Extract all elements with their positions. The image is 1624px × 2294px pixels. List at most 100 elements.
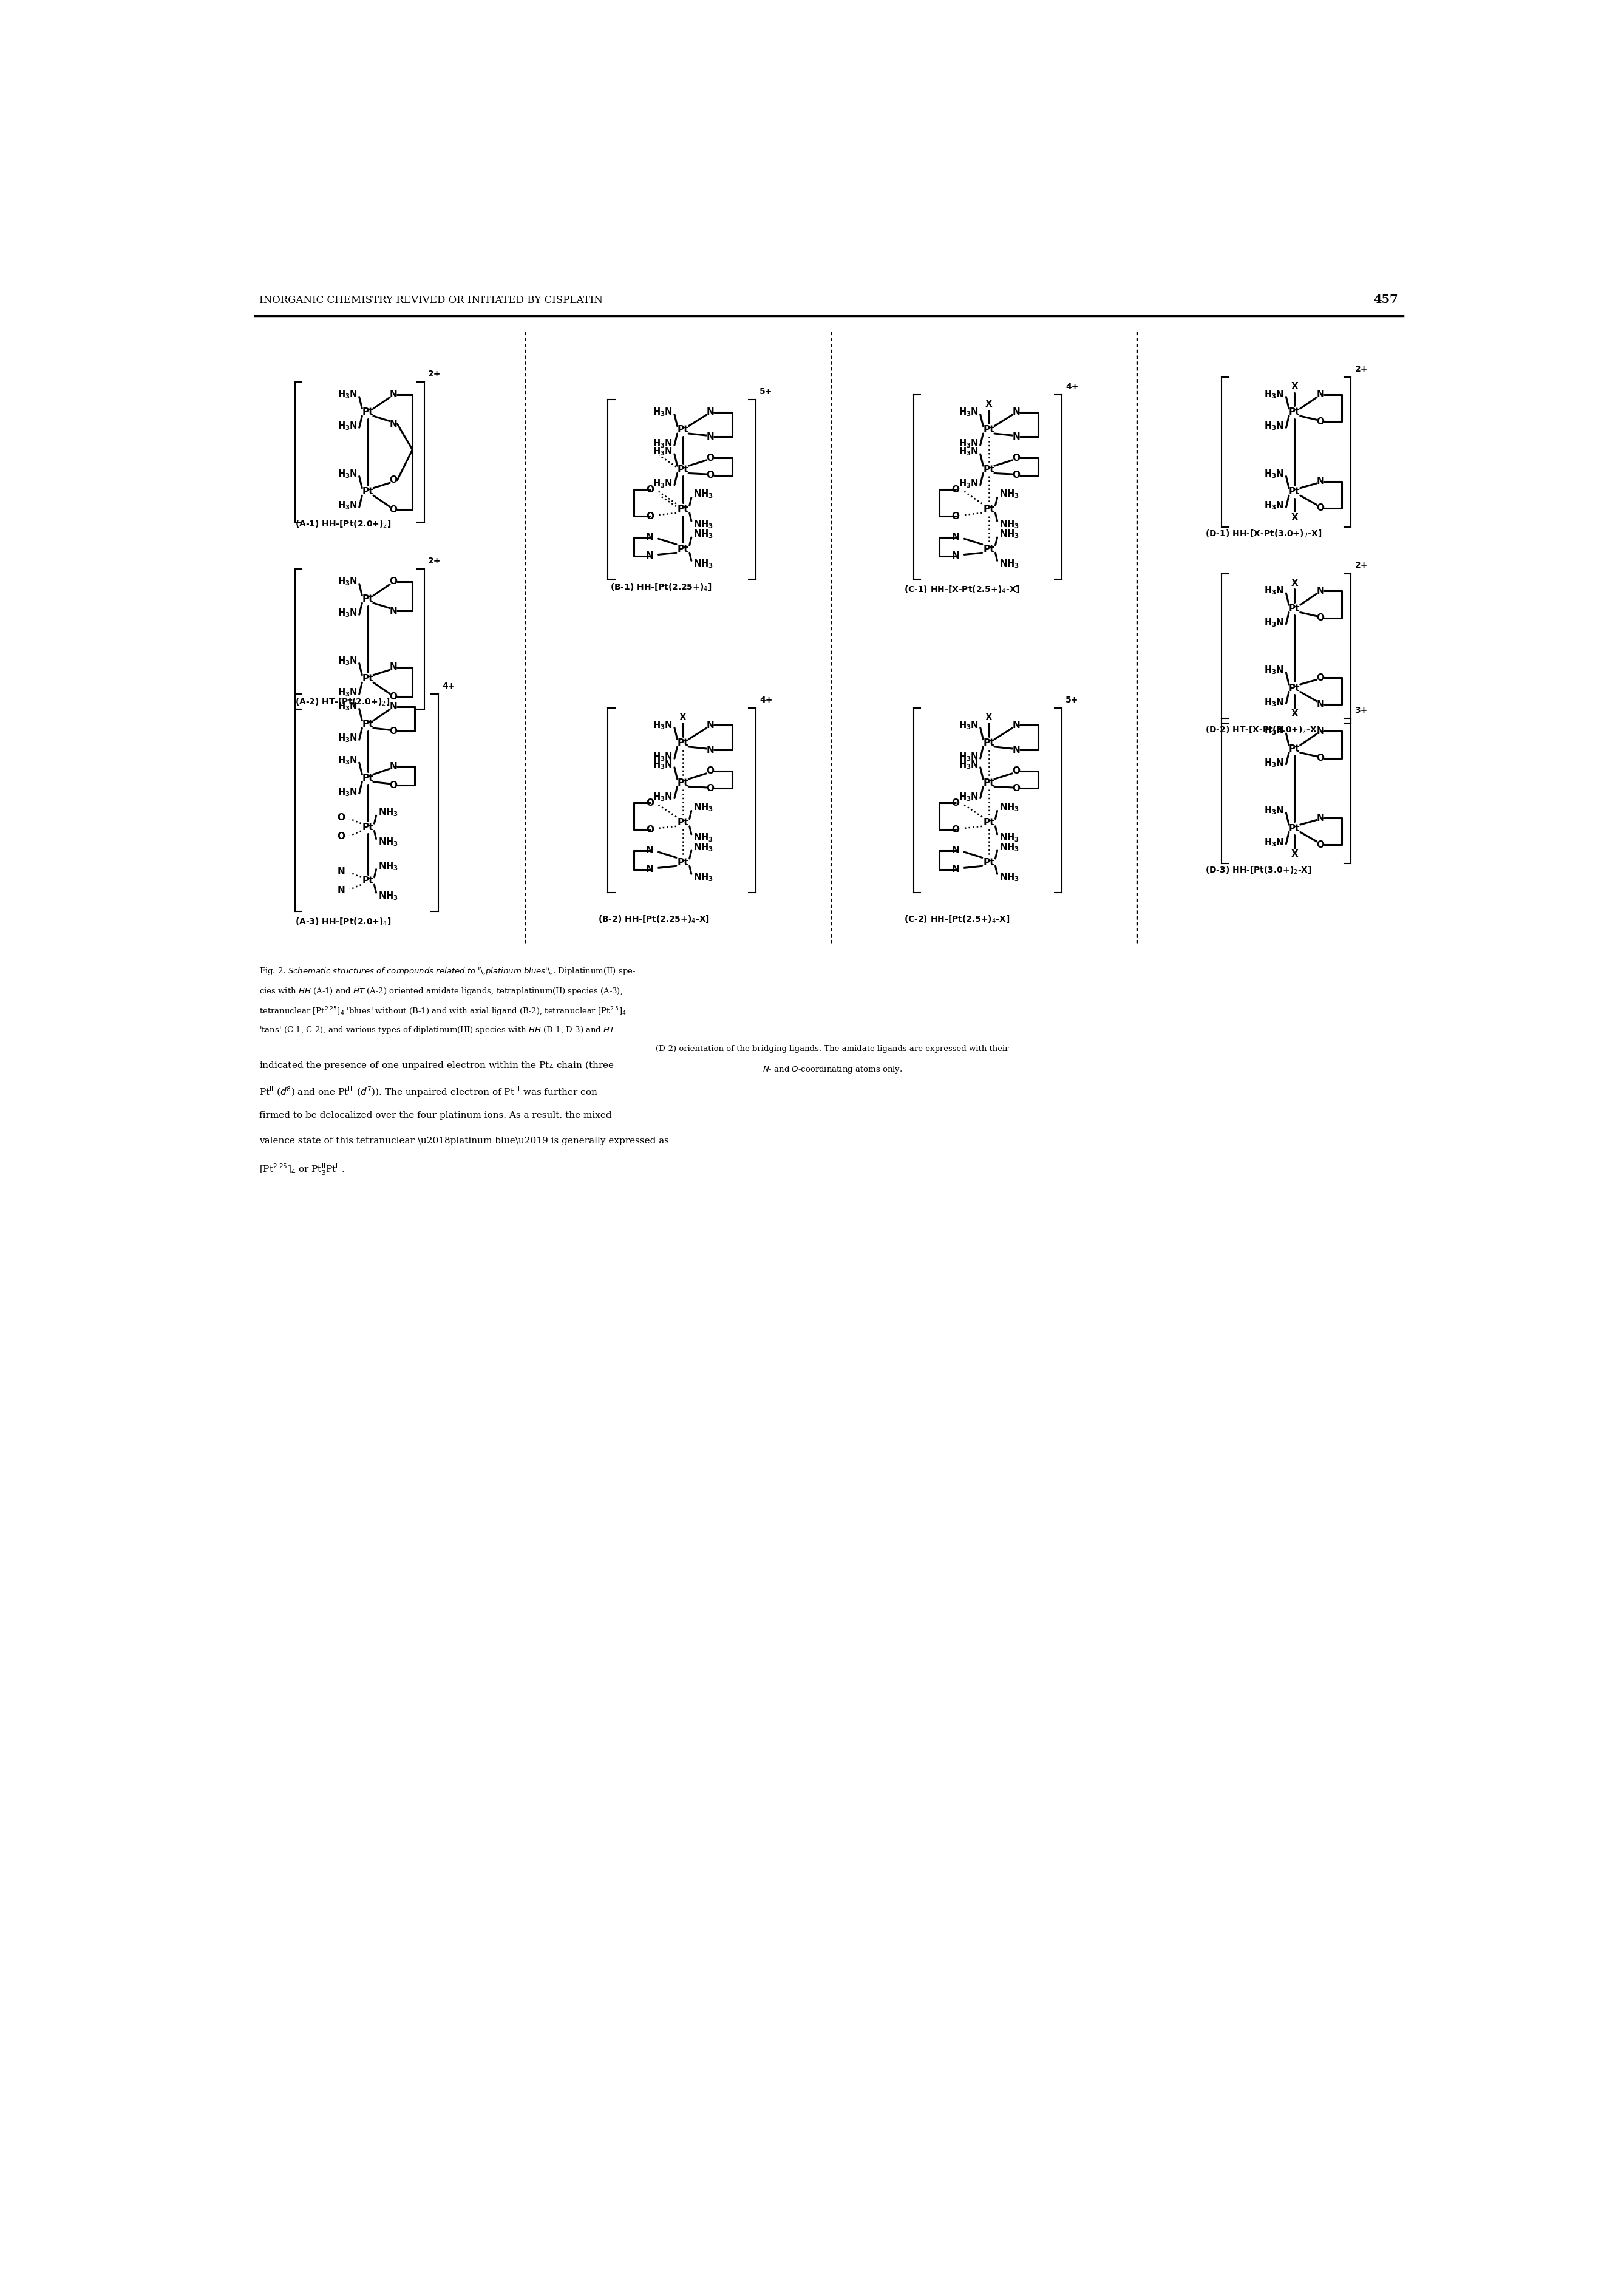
- Text: $\mathbf{H_3N}$: $\mathbf{H_3N}$: [338, 576, 357, 587]
- Text: $\mathbf{H_3N}$: $\mathbf{H_3N}$: [958, 759, 978, 771]
- Text: Pt: Pt: [1289, 486, 1301, 496]
- Text: Pt: Pt: [677, 819, 689, 828]
- Text: Fig. 2. $\it{Schematic\ structures\ of\ compounds\ related\ to\ }$'\,$\it{platin: Fig. 2. $\it{Schematic\ structures\ of\ …: [260, 966, 637, 977]
- Text: $\mathbf{NH_3}$: $\mathbf{NH_3}$: [378, 837, 398, 849]
- Text: X: X: [679, 713, 687, 723]
- Text: $\mathbf{H_3N}$: $\mathbf{H_3N}$: [1263, 388, 1285, 399]
- Text: N: N: [338, 867, 344, 876]
- Text: Pt: Pt: [1289, 743, 1301, 752]
- Text: X: X: [1291, 709, 1298, 718]
- Text: $\mathbf{H_3N}$: $\mathbf{H_3N}$: [338, 468, 357, 479]
- Text: valence state of this tetranuclear \u2018platinum blue\u2019 is generally expres: valence state of this tetranuclear \u201…: [260, 1138, 669, 1145]
- Text: $\mathbf{H_3N}$: $\mathbf{H_3N}$: [1263, 617, 1285, 629]
- Text: N: N: [390, 606, 398, 615]
- Text: N: N: [952, 551, 960, 560]
- Text: $\mathbf{H_3N}$: $\mathbf{H_3N}$: [1263, 757, 1285, 768]
- Text: N: N: [706, 746, 715, 755]
- Text: Pt: Pt: [362, 720, 374, 729]
- Text: $\mathbf{H_3N}$: $\mathbf{H_3N}$: [338, 656, 357, 668]
- Text: $\mathbf{H_3N}$: $\mathbf{H_3N}$: [653, 752, 672, 764]
- Text: Pt: Pt: [983, 424, 994, 434]
- Text: O: O: [390, 780, 398, 789]
- Text: O: O: [1317, 840, 1325, 849]
- Text: Pt$^{\rm II}$ ($d^8$) and one Pt$^{\rm III}$ ($d^7$)). The unpaired electron of : Pt$^{\rm II}$ ($d^8$) and one Pt$^{\rm I…: [260, 1085, 601, 1099]
- Text: $\mathbf{NH_3}$: $\mathbf{NH_3}$: [693, 842, 713, 853]
- Text: (A-2) HT-[Pt(2.0+)$_2$]: (A-2) HT-[Pt(2.0+)$_2$]: [294, 697, 390, 707]
- Text: N: N: [952, 846, 960, 856]
- Text: X: X: [1291, 514, 1298, 523]
- Text: $\mathbf{H_3N}$: $\mathbf{H_3N}$: [958, 445, 978, 457]
- Text: N: N: [646, 532, 654, 541]
- Text: $\mathbf{H_3N}$: $\mathbf{H_3N}$: [1263, 500, 1285, 512]
- Text: N: N: [390, 390, 398, 399]
- Text: $\mathbf{H_3N}$: $\mathbf{H_3N}$: [958, 752, 978, 764]
- Text: Pt: Pt: [677, 739, 689, 748]
- Text: O: O: [706, 766, 715, 775]
- Text: 2+: 2+: [427, 557, 440, 564]
- Text: $\mathbf{H_3N}$: $\mathbf{H_3N}$: [653, 720, 672, 732]
- Text: $\mathbf{H_3N}$: $\mathbf{H_3N}$: [1263, 697, 1285, 709]
- Text: Pt: Pt: [362, 876, 374, 885]
- Text: N: N: [1012, 431, 1020, 440]
- Text: O: O: [952, 798, 960, 807]
- Text: $\mathbf{H_3N}$: $\mathbf{H_3N}$: [1263, 805, 1285, 817]
- Text: N: N: [390, 420, 398, 429]
- Text: N: N: [1317, 814, 1324, 824]
- Text: $\mathbf{H_3N}$: $\mathbf{H_3N}$: [338, 420, 357, 431]
- Text: Pt: Pt: [677, 466, 689, 475]
- Text: firmed to be delocalized over the four platinum ions. As a result, the mixed-: firmed to be delocalized over the four p…: [260, 1110, 615, 1119]
- Text: (D-2) HT-[X-Pt(3.0+)$_2$-X]: (D-2) HT-[X-Pt(3.0+)$_2$-X]: [1205, 725, 1320, 736]
- Text: Pt: Pt: [1289, 408, 1301, 418]
- Text: $\mathbf{H_3N}$: $\mathbf{H_3N}$: [653, 438, 672, 450]
- Text: $\mathbf{NH_3}$: $\mathbf{NH_3}$: [999, 803, 1018, 814]
- Text: Pt: Pt: [677, 778, 689, 787]
- Text: (B-1) HH-[Pt(2.25+)$_4$]: (B-1) HH-[Pt(2.25+)$_4$]: [611, 583, 711, 592]
- Text: $\mathbf{H_3N}$: $\mathbf{H_3N}$: [958, 438, 978, 450]
- Text: $\mathbf{H_3N}$: $\mathbf{H_3N}$: [958, 720, 978, 732]
- Text: Pt: Pt: [362, 824, 374, 833]
- Text: X: X: [1291, 849, 1298, 858]
- Text: N: N: [706, 720, 715, 729]
- Text: $\mathbf{H_3N}$: $\mathbf{H_3N}$: [958, 791, 978, 803]
- Text: $\mathbf{H_3N}$: $\mathbf{H_3N}$: [653, 791, 672, 803]
- Text: Pt: Pt: [983, 778, 994, 787]
- Text: (D-1) HH-[X-Pt(3.0+)$_2$-X]: (D-1) HH-[X-Pt(3.0+)$_2$-X]: [1205, 528, 1322, 539]
- Text: Pt: Pt: [362, 594, 374, 603]
- Text: $\mathbf{H_3N}$: $\mathbf{H_3N}$: [958, 477, 978, 489]
- Text: (B-2) HH-[Pt(2.25+)$_4$-X]: (B-2) HH-[Pt(2.25+)$_4$-X]: [598, 915, 710, 924]
- Text: O: O: [646, 826, 654, 835]
- Text: $\mathbf{H_3N}$: $\mathbf{H_3N}$: [338, 608, 357, 619]
- Text: (C-1) HH-[X-Pt(2.5+)$_4$-X]: (C-1) HH-[X-Pt(2.5+)$_4$-X]: [905, 585, 1020, 594]
- Text: O: O: [706, 785, 715, 794]
- Text: $\mathbf{NH_3}$: $\mathbf{NH_3}$: [999, 528, 1018, 539]
- Text: 4+: 4+: [760, 695, 773, 704]
- Text: N: N: [390, 702, 398, 711]
- Text: X: X: [1291, 383, 1298, 390]
- Text: O: O: [646, 484, 654, 493]
- Text: 4+: 4+: [442, 681, 455, 690]
- Text: $\mathbf{H_3N}$: $\mathbf{H_3N}$: [338, 732, 357, 743]
- Text: N: N: [1317, 477, 1324, 486]
- Text: O: O: [1012, 785, 1020, 794]
- Text: N: N: [952, 532, 960, 541]
- Text: $\mathbf{NH_3}$: $\mathbf{NH_3}$: [693, 489, 713, 500]
- Text: O: O: [390, 475, 398, 484]
- Text: O: O: [706, 470, 715, 479]
- Text: $\mathbf{H_3N}$: $\mathbf{H_3N}$: [1263, 585, 1285, 596]
- Text: N: N: [952, 865, 960, 874]
- Text: O: O: [1012, 766, 1020, 775]
- Text: 2+: 2+: [1354, 562, 1367, 569]
- Text: N: N: [646, 846, 654, 856]
- Text: O: O: [338, 814, 344, 824]
- Text: $\mathbf{H_3N}$: $\mathbf{H_3N}$: [338, 702, 357, 711]
- Text: O: O: [1317, 672, 1325, 681]
- Text: $\mathbf{NH_3}$: $\mathbf{NH_3}$: [999, 557, 1018, 569]
- Text: Pt: Pt: [1289, 824, 1301, 833]
- Text: N: N: [1317, 727, 1324, 736]
- Text: Pt: Pt: [362, 408, 374, 418]
- Text: Pt: Pt: [1289, 603, 1301, 612]
- Text: INORGANIC CHEMISTRY REVIVED OR INITIATED BY CISPLATIN: INORGANIC CHEMISTRY REVIVED OR INITIATED…: [260, 296, 603, 305]
- Text: [Pt$^{2.25}$]$_4$ or Pt$_3^{\rm II}$Pt$^{\rm III}$.: [Pt$^{2.25}$]$_4$ or Pt$_3^{\rm II}$Pt$^…: [260, 1163, 346, 1177]
- Text: N: N: [646, 865, 654, 874]
- Text: O: O: [390, 505, 398, 514]
